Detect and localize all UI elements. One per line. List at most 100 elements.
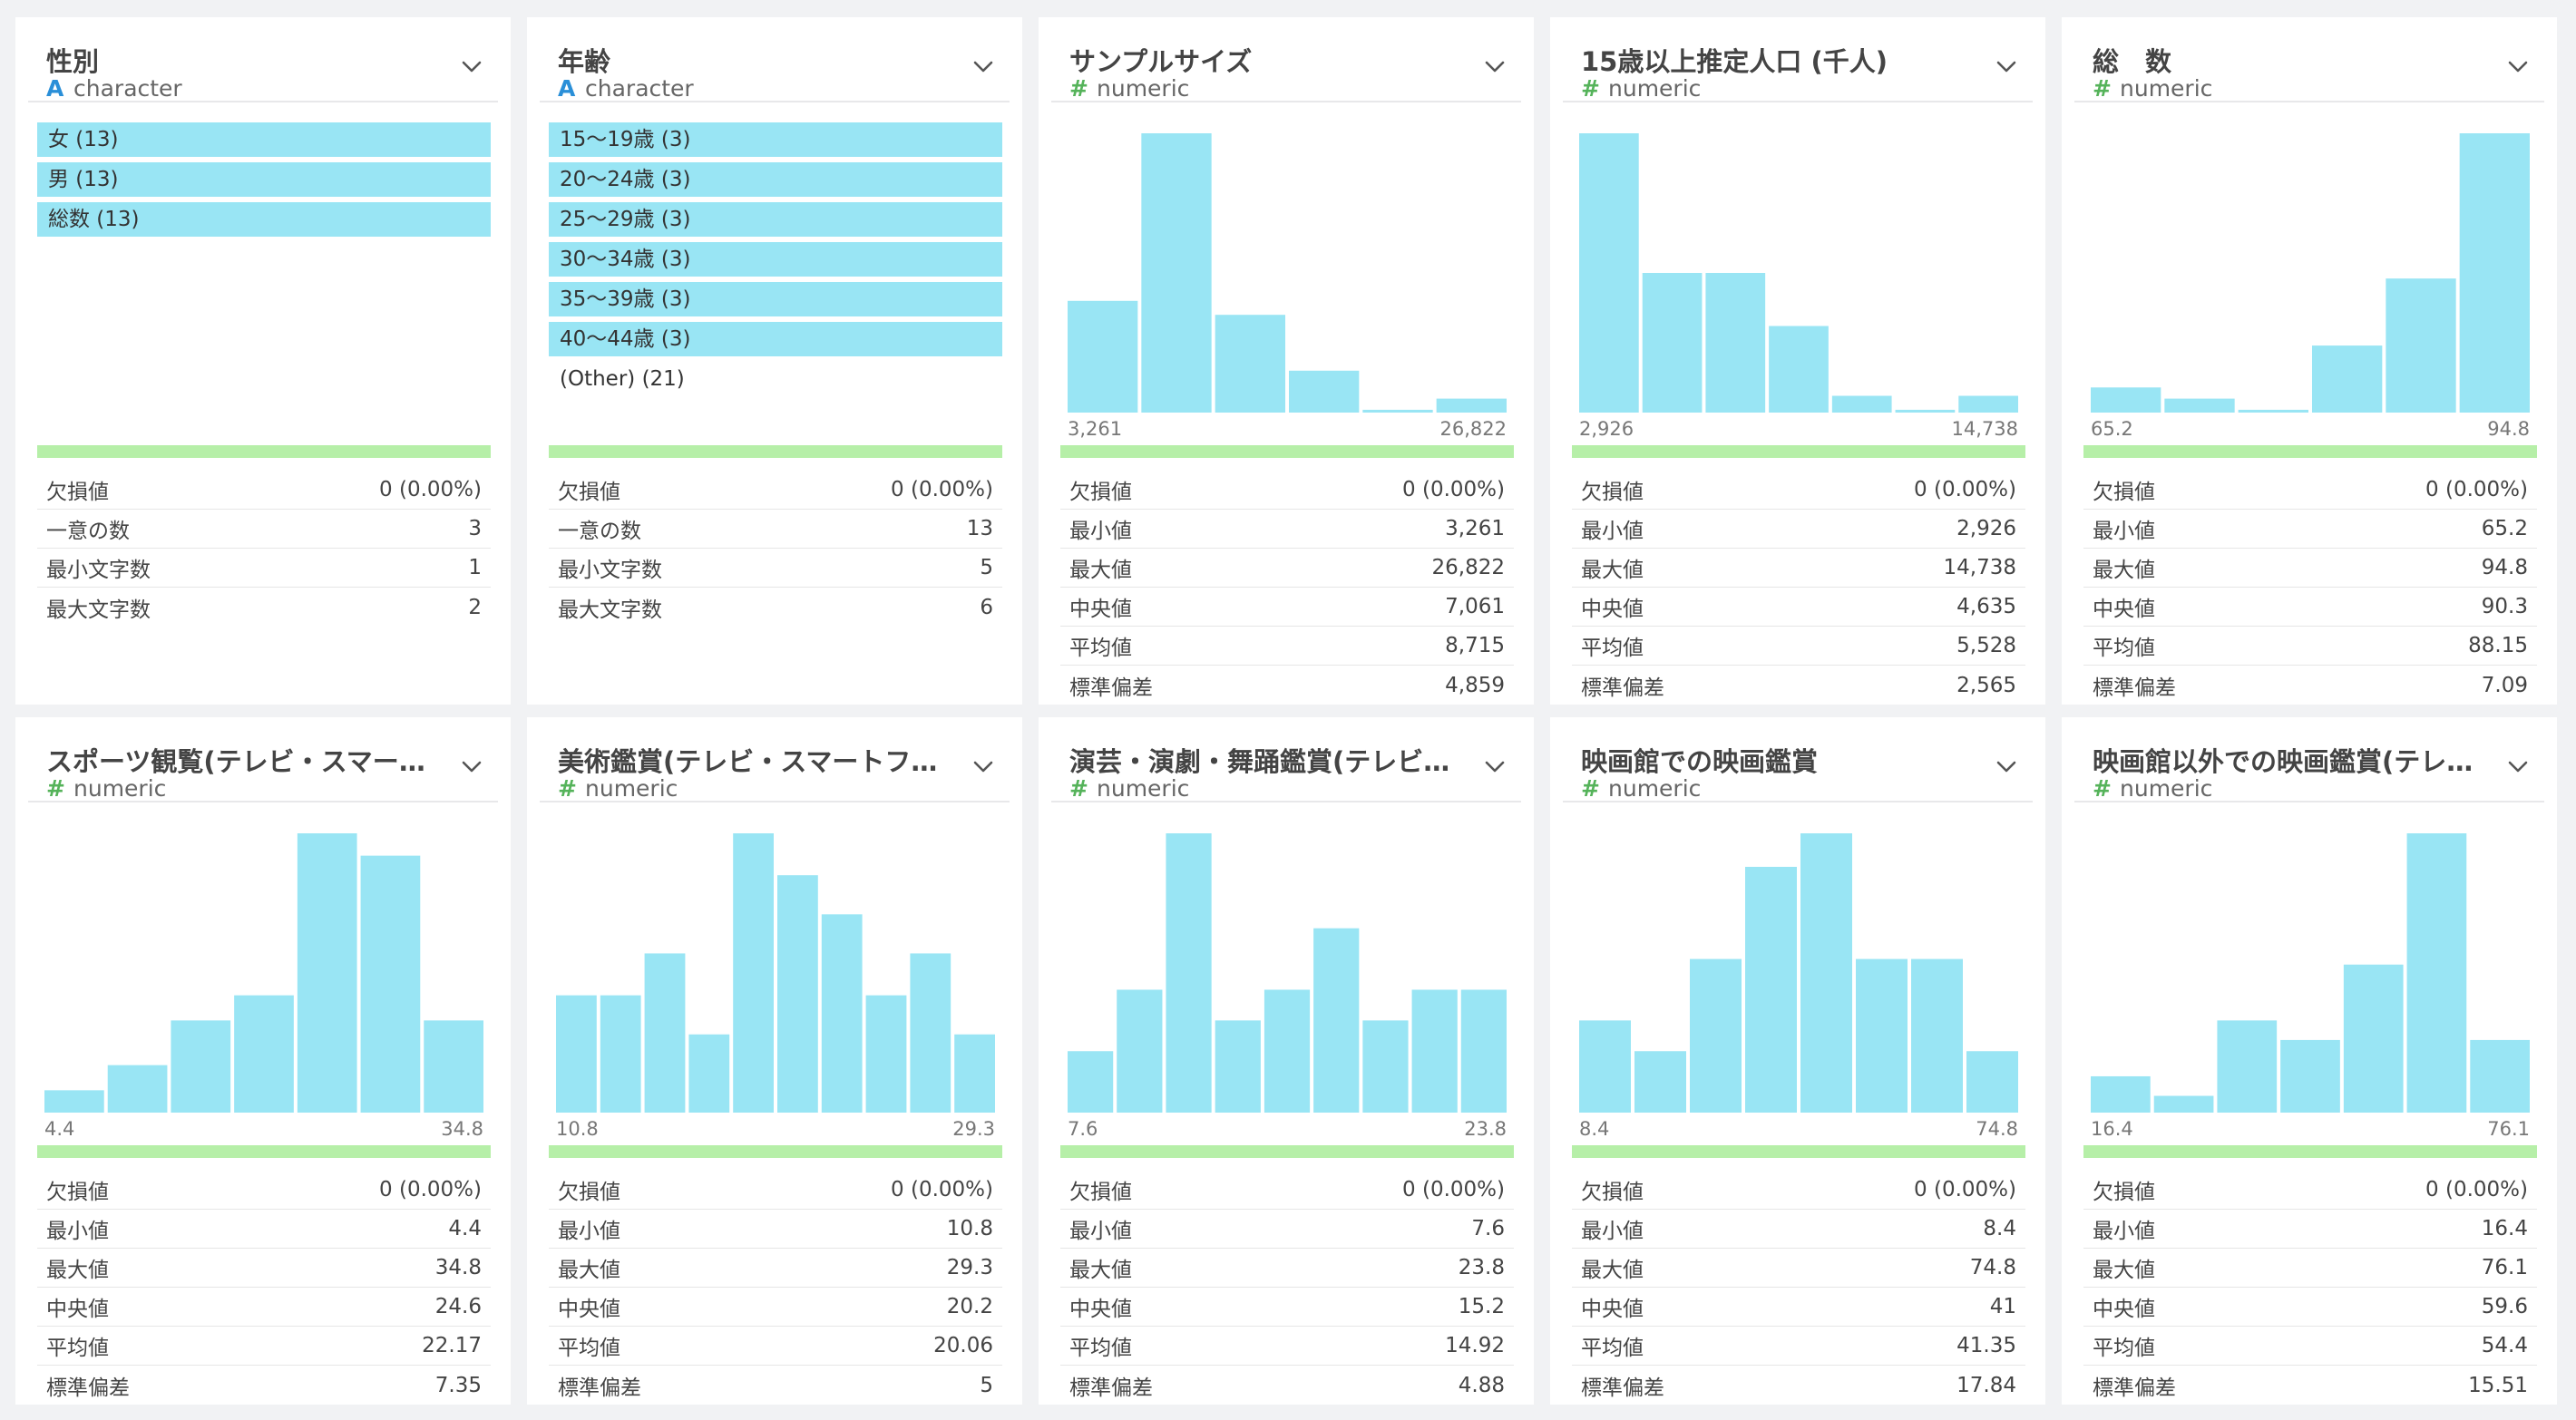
chevron-down-icon[interactable] xyxy=(968,754,999,781)
histogram-bar[interactable] xyxy=(1690,958,1742,1113)
histogram-bar[interactable] xyxy=(733,833,774,1113)
histogram-bar[interactable] xyxy=(2343,964,2404,1113)
histogram-bar[interactable] xyxy=(1117,989,1163,1113)
histogram-bar[interactable] xyxy=(1460,989,1507,1113)
chevron-down-icon[interactable] xyxy=(1991,754,2022,781)
histogram-bar[interactable] xyxy=(1958,395,2018,413)
stat-value: 0 (0.00%) xyxy=(1402,1178,1505,1201)
category-item[interactable]: 25〜29歳 (3) xyxy=(549,202,1002,237)
histogram-bar[interactable] xyxy=(44,1090,104,1113)
chevron-down-icon[interactable] xyxy=(1479,754,1510,781)
stats-row: 平均値 54.4 xyxy=(2083,1327,2537,1366)
histogram-bar[interactable] xyxy=(360,855,421,1113)
category-item[interactable]: 男 (13) xyxy=(37,162,491,197)
histogram-bar[interactable] xyxy=(2091,1075,2151,1113)
stats-row: 一意の数 13 xyxy=(549,510,1002,549)
category-item[interactable]: 女 (13) xyxy=(37,122,491,157)
stat-value: 2,926 xyxy=(1956,517,2016,540)
histogram-bar[interactable] xyxy=(1411,989,1458,1113)
category-item[interactable]: (Other) (21) xyxy=(560,367,685,391)
histogram-bar[interactable] xyxy=(424,1020,483,1113)
category-item[interactable]: 40〜44歳 (3) xyxy=(549,322,1002,356)
histogram-bar[interactable] xyxy=(1264,989,1311,1113)
histogram-bar[interactable] xyxy=(865,995,907,1113)
histogram-bar[interactable] xyxy=(1966,1051,2018,1113)
category-item[interactable]: 15〜19歳 (3) xyxy=(549,122,1002,157)
chevron-down-icon[interactable] xyxy=(968,53,999,81)
histogram-bar[interactable] xyxy=(1705,273,1766,413)
histogram-bar[interactable] xyxy=(2470,1039,2530,1113)
stat-label: 欠損値 xyxy=(46,481,109,504)
histogram-bar[interactable] xyxy=(1579,133,1639,413)
histogram-bar[interactable] xyxy=(1856,958,1908,1113)
column-header: スポーツ観覧(テレビ・スマートフォン・パソコンなどは除く)# numeric xyxy=(28,717,498,802)
histogram-bar[interactable] xyxy=(297,833,357,1113)
histogram-bar[interactable] xyxy=(1313,928,1360,1113)
histogram-bar[interactable] xyxy=(1289,370,1360,413)
histogram-bar[interactable] xyxy=(1634,1051,1686,1113)
histogram-bar[interactable] xyxy=(1436,398,1507,413)
histogram-bar[interactable] xyxy=(1800,833,1852,1113)
category-item[interactable]: 総数 (13) xyxy=(37,202,491,237)
histogram-bar[interactable] xyxy=(2164,398,2235,413)
stats-row: 最大値 74.8 xyxy=(1572,1249,2025,1288)
stats-row: 標準偏差 4,859 xyxy=(1060,666,1514,705)
stat-label: 最大値 xyxy=(46,1259,109,1282)
histogram-bar[interactable] xyxy=(2091,387,2161,413)
character-type-icon: A xyxy=(558,75,576,102)
histogram-bar[interactable] xyxy=(1362,1020,1409,1113)
histogram-bar[interactable] xyxy=(2217,1020,2278,1113)
histogram-bar[interactable] xyxy=(1769,326,1829,413)
histogram-bar[interactable] xyxy=(556,995,597,1113)
histogram-bar[interactable] xyxy=(600,995,641,1113)
column-title: スポーツ観覧(テレビ・スマートフォン・パソコンなどは除く) xyxy=(46,746,445,777)
chevron-down-icon[interactable] xyxy=(456,754,487,781)
stat-value: 4,635 xyxy=(1956,595,2016,618)
histogram-bar[interactable] xyxy=(234,995,294,1113)
chevron-down-icon[interactable] xyxy=(2503,53,2533,81)
histogram-bar[interactable] xyxy=(2406,833,2467,1113)
histogram-bar[interactable] xyxy=(2238,409,2308,413)
stats-row: 標準偏差 17.84 xyxy=(1572,1366,2025,1405)
chevron-down-icon[interactable] xyxy=(1991,53,2022,81)
histogram-bar[interactable] xyxy=(1831,395,1892,413)
histogram-bar[interactable] xyxy=(910,953,951,1113)
histogram-bar[interactable] xyxy=(1911,958,1963,1113)
stat-label: 最小値 xyxy=(1069,1220,1132,1243)
histogram-bar[interactable] xyxy=(1745,866,1797,1113)
histogram-bar[interactable] xyxy=(1642,273,1703,413)
histogram-bar[interactable] xyxy=(954,1034,995,1113)
histogram-bar[interactable] xyxy=(644,953,686,1113)
histogram-bar[interactable] xyxy=(1895,409,1956,413)
stat-label: 標準偏差 xyxy=(1069,1376,1153,1400)
histogram-bar[interactable] xyxy=(777,875,818,1113)
histogram-bar[interactable] xyxy=(821,914,863,1113)
histogram-bar[interactable] xyxy=(171,1020,231,1113)
histogram-bar[interactable] xyxy=(2280,1039,2340,1113)
histogram-bar[interactable] xyxy=(1068,1051,1114,1113)
histogram-bar[interactable] xyxy=(688,1034,730,1113)
histogram-bar[interactable] xyxy=(2386,278,2456,413)
histogram-bar[interactable] xyxy=(2459,133,2530,413)
histogram-bar[interactable] xyxy=(1166,833,1212,1113)
histogram-bar[interactable] xyxy=(1215,315,1285,413)
histogram-bar[interactable] xyxy=(2153,1095,2214,1113)
stat-label: 欠損値 xyxy=(1581,481,1644,504)
column-type-label: numeric xyxy=(1608,775,1702,802)
chevron-down-icon[interactable] xyxy=(456,53,487,81)
histogram-bar[interactable] xyxy=(1215,1020,1261,1113)
column-type: # numeric xyxy=(46,775,166,802)
histogram xyxy=(549,822,1002,1120)
category-item[interactable]: 35〜39歳 (3) xyxy=(549,282,1002,316)
histogram-bar[interactable] xyxy=(1579,1020,1631,1113)
histogram-bar[interactable] xyxy=(107,1065,168,1113)
histogram-bar[interactable] xyxy=(1141,133,1212,413)
category-item[interactable]: 30〜34歳 (3) xyxy=(549,242,1002,277)
histogram-bar[interactable] xyxy=(2312,345,2383,413)
histogram-max-label: 23.8 xyxy=(1464,1118,1507,1140)
histogram-bar[interactable] xyxy=(1362,409,1433,413)
histogram-bar[interactable] xyxy=(1068,300,1138,413)
category-item[interactable]: 20〜24歳 (3) xyxy=(549,162,1002,197)
chevron-down-icon[interactable] xyxy=(1479,53,1510,81)
chevron-down-icon[interactable] xyxy=(2503,754,2533,781)
